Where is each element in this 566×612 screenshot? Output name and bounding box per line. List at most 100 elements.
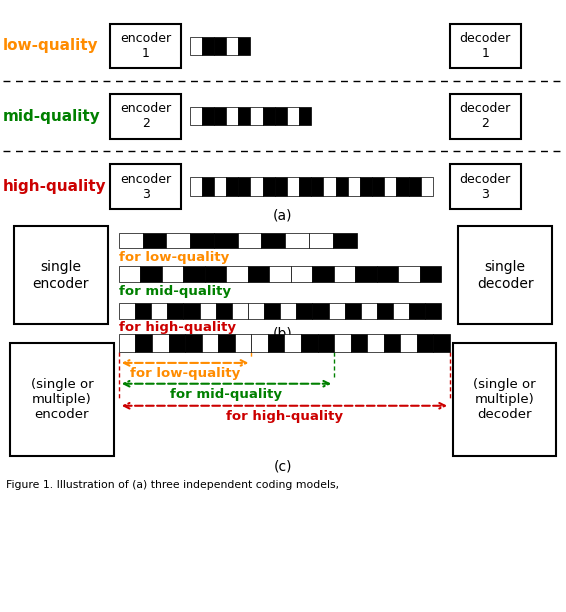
Bar	[269, 266, 291, 282]
Bar	[216, 303, 232, 319]
Bar	[168, 303, 183, 319]
Bar	[238, 233, 261, 248]
Bar	[110, 23, 181, 68]
Bar	[426, 303, 441, 319]
Bar	[268, 334, 284, 352]
Bar	[110, 94, 181, 138]
Text: (single or
multiple)
encoder: (single or multiple) encoder	[31, 378, 93, 421]
Bar	[324, 177, 336, 196]
Bar	[453, 343, 556, 456]
Text: Figure 1. Illustration of (a) three independent coding models,: Figure 1. Illustration of (a) three inde…	[6, 480, 339, 490]
Text: (b): (b)	[273, 327, 293, 340]
Bar	[235, 334, 251, 352]
Bar	[185, 334, 201, 352]
Bar	[409, 177, 421, 196]
Bar	[287, 177, 299, 196]
Bar	[287, 107, 299, 125]
Bar	[119, 233, 143, 248]
Bar	[334, 334, 350, 352]
Bar	[264, 303, 280, 319]
Text: decoder
1: decoder 1	[460, 32, 511, 60]
Bar	[275, 177, 287, 196]
Bar	[301, 334, 318, 352]
Bar	[297, 303, 312, 319]
Bar	[110, 164, 181, 209]
Bar	[417, 334, 434, 352]
Bar	[152, 334, 169, 352]
Bar	[202, 37, 214, 55]
Bar	[202, 107, 214, 125]
Bar	[135, 334, 152, 352]
Bar	[238, 37, 251, 55]
Bar	[190, 233, 214, 248]
Bar	[285, 233, 309, 248]
Text: for high-quality: for high-quality	[226, 410, 343, 423]
Bar	[250, 107, 263, 125]
Text: decoder
2: decoder 2	[460, 102, 511, 130]
Bar	[299, 177, 311, 196]
Text: (c): (c)	[274, 460, 292, 473]
Bar	[291, 266, 312, 282]
Bar	[151, 303, 168, 319]
Bar	[361, 303, 377, 319]
Bar	[143, 233, 166, 248]
Text: (a): (a)	[273, 209, 293, 222]
Bar	[263, 107, 275, 125]
Bar	[250, 177, 263, 196]
Bar	[205, 266, 226, 282]
Bar	[190, 107, 202, 125]
Text: for low-quality: for low-quality	[119, 251, 229, 264]
Text: single
decoder: single decoder	[477, 260, 534, 291]
Text: for high-quality: for high-quality	[119, 321, 236, 334]
Bar	[214, 107, 226, 125]
Bar	[333, 233, 357, 248]
Bar	[261, 233, 285, 248]
Bar	[214, 233, 238, 248]
Bar	[421, 177, 433, 196]
Bar	[309, 233, 333, 248]
Bar	[201, 334, 218, 352]
Bar	[263, 177, 275, 196]
Bar	[183, 266, 205, 282]
Bar	[284, 334, 301, 352]
Text: for low-quality: for low-quality	[130, 367, 240, 380]
Bar	[336, 177, 348, 196]
Bar	[119, 303, 135, 319]
Bar	[214, 37, 226, 55]
Bar	[458, 226, 552, 324]
Bar	[450, 164, 521, 209]
Bar	[334, 266, 355, 282]
Bar	[450, 94, 521, 138]
Bar	[248, 266, 269, 282]
Text: encoder
3: encoder 3	[120, 173, 171, 201]
Bar	[393, 303, 409, 319]
Bar	[238, 177, 251, 196]
Bar	[312, 303, 328, 319]
Bar	[214, 177, 226, 196]
Bar	[360, 177, 372, 196]
Bar	[345, 303, 361, 319]
Text: (single or
multiple)
decoder: (single or multiple) decoder	[473, 378, 536, 421]
Text: encoder
1: encoder 1	[120, 32, 171, 60]
Bar	[190, 37, 202, 55]
Bar	[355, 266, 377, 282]
Text: for mid-quality: for mid-quality	[170, 388, 282, 401]
Bar	[275, 107, 287, 125]
Bar	[420, 266, 441, 282]
Bar	[400, 334, 417, 352]
Bar	[226, 266, 248, 282]
Bar	[350, 334, 367, 352]
Bar	[377, 303, 393, 319]
Bar	[280, 303, 297, 319]
Bar	[119, 266, 140, 282]
Bar	[328, 303, 345, 319]
Text: low-quality: low-quality	[3, 39, 98, 53]
Bar	[348, 177, 360, 196]
Bar	[162, 266, 183, 282]
Bar	[166, 233, 190, 248]
Bar	[384, 334, 400, 352]
Bar	[199, 303, 216, 319]
Bar	[226, 107, 238, 125]
Bar	[238, 107, 251, 125]
Text: mid-quality: mid-quality	[3, 109, 101, 124]
